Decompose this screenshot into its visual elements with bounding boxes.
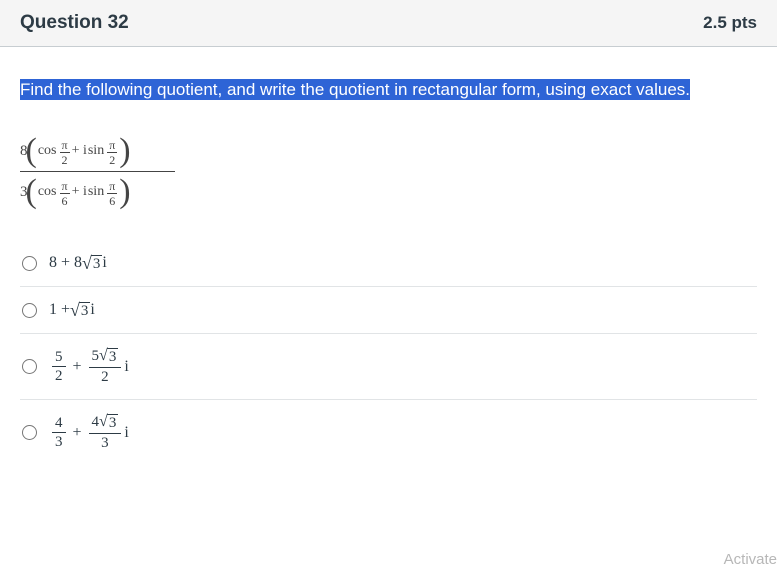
opt-d-tail: i — [124, 424, 128, 442]
den-cos-arg-den: 6 — [62, 194, 68, 207]
opt-b-pre: 1 + — [49, 301, 70, 319]
cos-label: cos — [38, 184, 57, 200]
answer-options: 8 + 8 √3 i 1 + √3 i 5 2 — [20, 240, 757, 465]
option-c[interactable]: 5 2 + 5√3 2 i — [20, 334, 757, 400]
num-coef: 8 — [20, 143, 28, 160]
quotient-expression: 8 ( cos π 2 + i sin π 2 ) 3 ( cos π 6 — [20, 133, 757, 210]
option-d-label: 4 3 + 4√3 3 i — [49, 414, 129, 451]
den-sin-arg: π 6 — [107, 180, 117, 207]
sqrt-icon: √3 — [82, 255, 102, 273]
prompt-text: Find the following quotient, and write t… — [20, 79, 690, 100]
opt-a-rad: 3 — [91, 255, 103, 273]
sin-label: sin — [88, 184, 104, 200]
activate-watermark: Activate — [724, 551, 777, 568]
option-c-radio[interactable] — [22, 359, 37, 374]
den-cos-arg-num: π — [60, 180, 70, 194]
den-coef: 3 — [20, 184, 28, 201]
opt-c-tail: i — [124, 358, 128, 376]
num-cos-arg-num: π — [60, 139, 70, 153]
opt-c-frac2-n: 5√3 — [89, 348, 122, 368]
opt-c-frac1: 5 2 — [52, 349, 66, 385]
num-sin-arg: π 2 — [107, 139, 117, 166]
opt-c-frac1-n: 5 — [52, 349, 66, 368]
opt-d-frac2-d: 3 — [101, 434, 109, 452]
den-sin-arg-num: π — [107, 180, 117, 194]
option-d-radio[interactable] — [22, 425, 37, 440]
numerator: 8 ( cos π 2 + i sin π 2 ) — [20, 133, 757, 169]
den-cos-arg: π 6 — [60, 180, 70, 207]
question-points: 2.5 pts — [703, 13, 757, 33]
opt-d-frac2-n: 4√3 — [89, 414, 122, 434]
opt-d-frac2-pre: 4 — [92, 414, 100, 430]
opt-d-plus: + — [73, 424, 82, 442]
question-title: Question 32 — [20, 12, 129, 34]
option-a-radio[interactable] — [22, 256, 37, 271]
option-c-label: 5 2 + 5√3 2 i — [49, 348, 129, 385]
option-a[interactable]: 8 + 8 √3 i — [20, 240, 757, 287]
cos-label: cos — [38, 143, 57, 159]
opt-d-frac1: 4 3 — [52, 415, 66, 451]
opt-d-frac1-d: 3 — [55, 433, 63, 451]
option-a-label: 8 + 8 √3 i — [49, 254, 107, 272]
fraction-bar — [20, 171, 175, 172]
opt-a-pre: 8 + 8 — [49, 254, 82, 272]
rparen-icon: ) — [119, 134, 130, 168]
sqrt-icon: √3 — [70, 302, 90, 320]
option-b[interactable]: 1 + √3 i — [20, 287, 757, 334]
opt-c-frac1-d: 2 — [55, 367, 63, 385]
num-sin-arg-num: π — [107, 139, 117, 153]
opt-d-frac2-rad: 3 — [107, 414, 119, 432]
opt-c-frac2-pre: 5 — [92, 348, 100, 364]
sin-label: sin — [88, 143, 104, 159]
opt-c-frac2-rad: 3 — [107, 348, 119, 366]
opt-d-frac2: 4√3 3 — [89, 414, 122, 451]
question-header: Question 32 2.5 pts — [0, 0, 777, 47]
opt-c-frac2: 5√3 2 — [89, 348, 122, 385]
option-b-radio[interactable] — [22, 303, 37, 318]
plus-i: + i — [72, 184, 87, 200]
num-sin-arg-den: 2 — [109, 153, 115, 166]
sqrt-icon: √3 — [99, 414, 118, 432]
num-cos-arg-den: 2 — [62, 153, 68, 166]
denominator: 3 ( cos π 6 + i sin π 6 ) — [20, 174, 757, 210]
opt-b-post: i — [90, 301, 94, 319]
plus-i: + i — [72, 143, 87, 159]
opt-c-plus: + — [73, 358, 82, 376]
question-body: Find the following quotient, and write t… — [0, 77, 777, 465]
option-b-label: 1 + √3 i — [49, 301, 95, 319]
opt-b-rad: 3 — [79, 302, 91, 320]
option-d[interactable]: 4 3 + 4√3 3 i — [20, 400, 757, 465]
num-cos-arg: π 2 — [60, 139, 70, 166]
opt-d-frac1-n: 4 — [52, 415, 66, 434]
sqrt-icon: √3 — [99, 348, 118, 366]
den-sin-arg-den: 6 — [109, 194, 115, 207]
rparen-icon: ) — [119, 175, 130, 209]
opt-a-post: i — [102, 254, 106, 272]
opt-c-frac2-d: 2 — [101, 368, 109, 386]
prompt-container: Find the following quotient, and write t… — [20, 77, 757, 103]
